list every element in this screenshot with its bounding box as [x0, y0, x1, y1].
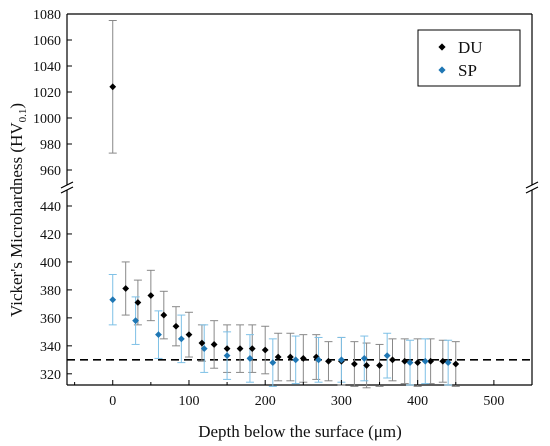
- point-du: [286, 353, 294, 361]
- point-du: [350, 360, 358, 368]
- x-tick-label: 500: [483, 394, 504, 409]
- y-tick-label: 1040: [33, 60, 61, 75]
- y-tick-label: 380: [40, 284, 61, 299]
- point-du: [261, 346, 269, 354]
- y-tick-label: 320: [40, 368, 61, 383]
- y-tick-label: 1000: [33, 112, 61, 127]
- point-du: [389, 356, 396, 364]
- point-sp: [444, 359, 452, 367]
- legend-marker-du: [438, 43, 446, 51]
- point-du: [223, 345, 231, 353]
- point-du: [248, 345, 256, 353]
- y-tick-label: 360: [40, 312, 61, 327]
- data-points: [109, 83, 460, 369]
- point-du: [427, 357, 435, 365]
- y-tick-label: 400: [40, 256, 61, 271]
- y-axis-label: Vicker's Microhardness (HV0.1): [7, 103, 29, 317]
- y-tick-label: 1020: [33, 86, 61, 101]
- axis-break-mark: [60, 186, 74, 194]
- point-sp: [200, 345, 208, 353]
- x-tick-label: 100: [178, 394, 199, 409]
- axis-ticks: 0 100 200 300 400 500 320 340 360 380 400 420 440 960…: [33, 8, 533, 409]
- point-du: [414, 359, 422, 367]
- legend-box: [417, 29, 521, 87]
- point-sp: [383, 352, 391, 360]
- axis-break-gap: [61, 185, 73, 190]
- legend: DU SP: [417, 29, 521, 87]
- y-axis-label-subscript: 0.1: [17, 109, 29, 123]
- axis-break-gap: [526, 185, 538, 190]
- y-tick-label: 420: [40, 228, 61, 243]
- point-du: [210, 341, 218, 348]
- point-du: [312, 353, 320, 361]
- axis-break-mark: [525, 181, 539, 189]
- point-sp: [177, 335, 185, 343]
- point-sp: [246, 355, 254, 362]
- point-sp: [360, 355, 368, 362]
- point-sp: [406, 359, 414, 367]
- x-tick-label: 300: [331, 394, 352, 409]
- point-du: [134, 299, 142, 306]
- point-sp: [223, 352, 231, 360]
- point-sp: [132, 317, 140, 325]
- y-tick-label: 440: [40, 200, 61, 215]
- x-tick-label: 0: [109, 394, 116, 409]
- y-tick-label: 1060: [33, 34, 61, 49]
- axis-break-marks: [60, 181, 539, 194]
- point-sp: [315, 356, 322, 364]
- x-tick-label: 200: [255, 394, 276, 409]
- point-du: [185, 331, 193, 339]
- x-axis-label: Depth below the surface (μm): [198, 422, 402, 441]
- point-du: [363, 362, 370, 369]
- plot-frame: [66, 13, 533, 386]
- point-sp: [109, 296, 117, 304]
- point-du: [160, 311, 168, 319]
- point-sp: [292, 356, 300, 364]
- point-sp: [155, 331, 162, 339]
- point-du: [122, 285, 130, 292]
- y-tick-label: 1080: [33, 8, 61, 23]
- error-bars: [108, 20, 460, 389]
- y-tick-label: 980: [40, 138, 61, 153]
- legend-label-du: DU: [458, 38, 483, 57]
- point-du: [172, 322, 180, 330]
- y-axis-label-close: ): [7, 103, 26, 109]
- point-sp: [421, 357, 429, 365]
- point-du: [452, 360, 460, 368]
- point-du: [198, 339, 206, 347]
- y-axis-label-main: Vicker's Microhardness (HV: [7, 122, 26, 317]
- point-du: [109, 83, 117, 91]
- legend-label-sp: SP: [458, 61, 477, 80]
- point-du: [236, 345, 244, 353]
- axis-break-mark: [60, 181, 74, 189]
- point-du: [401, 357, 409, 365]
- point-du: [325, 357, 332, 365]
- point-sp: [269, 359, 277, 367]
- y-tick-label: 340: [40, 340, 61, 355]
- point-du: [274, 353, 282, 361]
- point-du: [147, 292, 155, 299]
- point-du: [299, 355, 307, 362]
- x-tick-label: 400: [407, 394, 428, 409]
- y-tick-label: 960: [40, 164, 61, 179]
- point-du: [439, 357, 447, 365]
- point-du: [376, 362, 383, 369]
- legend-marker-sp: [438, 66, 446, 74]
- point-sp: [338, 356, 345, 364]
- axis-break-mark: [525, 186, 539, 194]
